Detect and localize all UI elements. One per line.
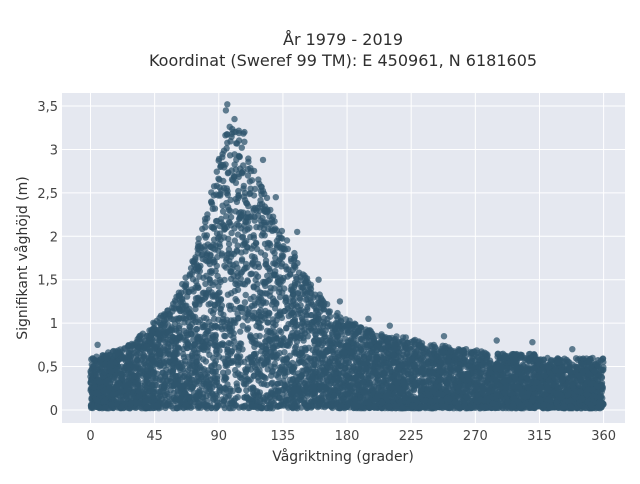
data-point bbox=[225, 393, 231, 399]
data-point bbox=[309, 312, 315, 318]
data-point bbox=[177, 334, 183, 340]
data-point bbox=[251, 310, 257, 316]
data-point bbox=[256, 264, 262, 270]
data-point bbox=[251, 283, 257, 289]
data-point bbox=[216, 177, 222, 183]
data-point bbox=[267, 268, 273, 274]
data-point bbox=[207, 277, 213, 283]
data-point bbox=[225, 292, 231, 298]
data-point bbox=[182, 358, 188, 364]
data-point bbox=[418, 386, 424, 392]
data-point bbox=[251, 192, 257, 198]
data-point bbox=[251, 168, 257, 174]
data-point bbox=[262, 232, 268, 238]
data-point bbox=[195, 285, 201, 291]
data-point bbox=[224, 131, 230, 137]
data-point bbox=[257, 224, 263, 230]
data-point bbox=[227, 306, 233, 312]
data-point bbox=[120, 355, 126, 361]
data-point bbox=[244, 277, 250, 283]
data-point bbox=[200, 356, 206, 362]
data-point bbox=[212, 246, 218, 252]
data-point bbox=[277, 380, 283, 386]
data-point bbox=[216, 241, 222, 247]
data-point bbox=[573, 355, 579, 361]
data-point bbox=[277, 327, 283, 333]
data-point bbox=[186, 289, 192, 295]
data-point bbox=[234, 353, 240, 359]
data-point bbox=[123, 393, 129, 399]
data-point bbox=[279, 254, 285, 260]
chart-title-line2: Koordinat (Sweref 99 TM): E 450961, N 61… bbox=[149, 51, 537, 70]
data-point bbox=[283, 342, 289, 348]
data-point bbox=[277, 395, 283, 401]
data-point bbox=[245, 155, 251, 161]
data-point bbox=[234, 140, 240, 146]
chart-title-line1: År 1979 - 2019 bbox=[283, 30, 403, 49]
data-point bbox=[214, 273, 220, 279]
data-point bbox=[216, 354, 222, 360]
data-point bbox=[280, 387, 286, 393]
data-point bbox=[225, 355, 231, 361]
data-point bbox=[224, 140, 230, 146]
data-point bbox=[222, 225, 228, 231]
data-point bbox=[216, 347, 222, 353]
data-point bbox=[241, 139, 247, 145]
data-point bbox=[171, 395, 177, 401]
data-point bbox=[236, 130, 242, 136]
data-point bbox=[209, 390, 215, 396]
data-point bbox=[215, 192, 221, 198]
data-point bbox=[232, 288, 238, 294]
data-point bbox=[211, 183, 217, 189]
data-point bbox=[337, 314, 343, 320]
data-point bbox=[229, 126, 235, 132]
data-point bbox=[378, 331, 384, 337]
data-point bbox=[243, 387, 249, 393]
data-point bbox=[214, 169, 220, 175]
data-point bbox=[221, 263, 227, 269]
data-point bbox=[281, 349, 287, 355]
data-point bbox=[257, 333, 263, 339]
data-point bbox=[251, 214, 257, 220]
data-point bbox=[211, 224, 217, 230]
data-point bbox=[235, 222, 241, 228]
data-point bbox=[200, 275, 206, 281]
data-point bbox=[220, 208, 226, 214]
data-point bbox=[223, 386, 229, 392]
data-point bbox=[319, 327, 325, 333]
data-point bbox=[318, 295, 324, 301]
data-point bbox=[233, 180, 239, 186]
data-point bbox=[180, 351, 186, 357]
data-point bbox=[235, 361, 241, 367]
data-point bbox=[207, 269, 213, 275]
data-point bbox=[219, 203, 225, 209]
data-point bbox=[306, 328, 312, 334]
